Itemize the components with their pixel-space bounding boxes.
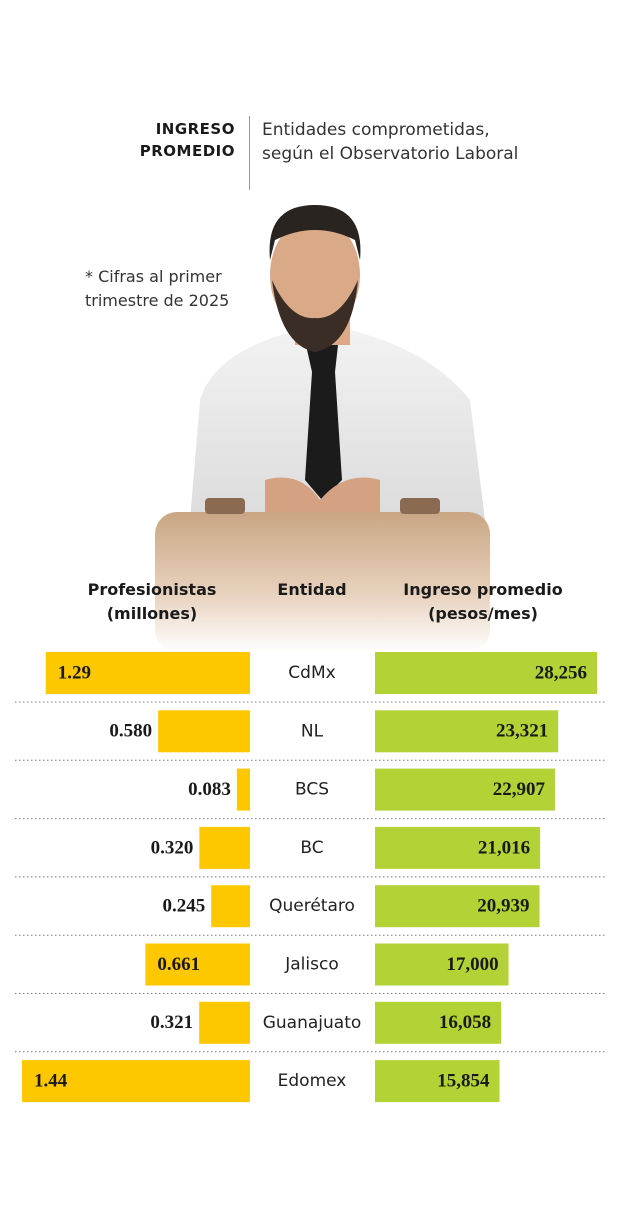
value-label: 0.661 [157, 954, 200, 975]
value-label: 20,939 [477, 896, 529, 917]
subtitle: Entidades comprometidas, según el Observ… [262, 120, 519, 164]
value-label: 0.580 [109, 721, 152, 742]
category-label: Querétaro [269, 896, 355, 916]
note: * Cifras al primer trimestre de 2025 [85, 267, 230, 310]
divider [249, 116, 250, 190]
bar [375, 826, 541, 869]
value-label: 21,016 [478, 837, 530, 858]
bar [375, 710, 559, 753]
category-label: Edomex [278, 1071, 347, 1091]
bar [375, 1001, 502, 1044]
bar [375, 652, 597, 694]
category-label: Jalisco [284, 955, 338, 975]
column-header: Profesionistas (millones) [87, 580, 217, 623]
bar [199, 1001, 250, 1044]
value-label: 22,907 [493, 779, 546, 800]
value-label: 28,256 [535, 662, 587, 683]
value-label: 0.083 [188, 779, 231, 800]
category-label: BC [300, 838, 323, 858]
bar [199, 826, 250, 869]
category-label: BCS [295, 780, 329, 800]
photo-illustration [155, 205, 490, 652]
column-header: Ingreso promedio (pesos/mes) [403, 580, 563, 623]
bar [145, 943, 250, 986]
bar [375, 943, 509, 986]
value-label: 1.44 [34, 1070, 68, 1091]
value-label: 16,058 [439, 1012, 491, 1033]
value-label: 23,321 [496, 721, 548, 742]
bar [158, 710, 250, 753]
value-label: 15,854 [437, 1070, 490, 1091]
title: INGRESO PROMEDIO [139, 120, 235, 160]
column-header: Entidad [277, 580, 347, 599]
bar [45, 652, 250, 694]
bar [236, 768, 250, 811]
value-label: 0.321 [150, 1012, 193, 1033]
value-label: 1.29 [58, 662, 91, 683]
bar [375, 885, 540, 928]
category-label: NL [301, 721, 324, 741]
category-label: CdMx [288, 663, 335, 683]
bar [211, 885, 250, 928]
category-label: Guanajuato [263, 1013, 362, 1033]
value-label: 0.320 [151, 837, 194, 858]
bar [375, 1060, 500, 1103]
value-label: 17,000 [446, 954, 498, 975]
value-label: 0.245 [162, 896, 205, 917]
bar [375, 768, 555, 811]
bar [22, 1060, 250, 1103]
